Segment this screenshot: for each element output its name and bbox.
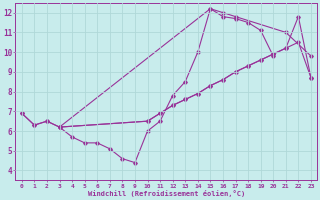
X-axis label: Windchill (Refroidissement éolien,°C): Windchill (Refroidissement éolien,°C) [88,190,245,197]
